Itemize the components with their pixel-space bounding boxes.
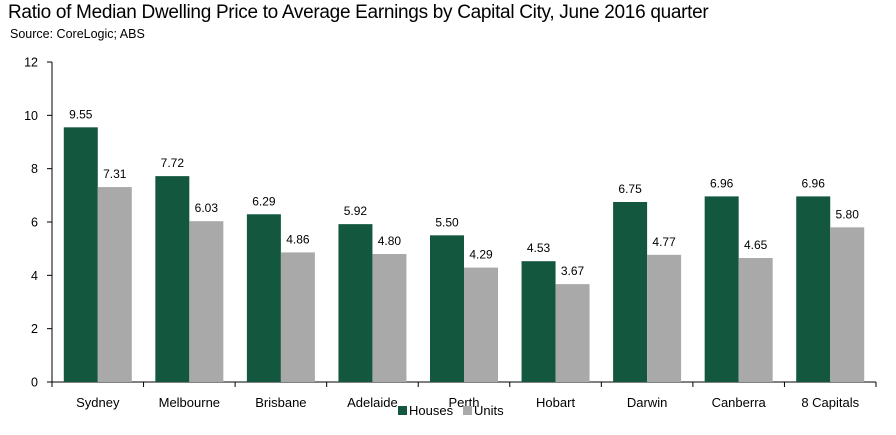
bar-units-hobart [555,284,590,382]
data-label-houses: 6.96 [710,176,734,190]
bar-units-darwin [647,254,682,382]
data-label-houses: 6.96 [802,176,826,190]
y-tick-label: 0 [31,376,38,390]
y-tick-label: 8 [31,162,38,176]
bar-houses-adelaide [338,224,373,382]
bar-units-canberra [738,258,773,382]
y-tick-label: 6 [31,216,38,230]
data-label-units: 4.29 [469,248,493,262]
bar-houses-melbourne [155,176,190,382]
bar-units-sydney [97,187,132,382]
y-tick-label: 12 [24,56,38,70]
data-label-houses: 4.53 [527,241,551,255]
data-label-units: 4.77 [652,235,676,249]
chart-subtitle: Source: CoreLogic; ABS [10,27,145,41]
bar-houses-darwin [613,202,648,382]
x-category-label: Hobart [536,395,575,410]
data-label-houses: 6.75 [618,182,642,196]
data-label-units: 4.65 [744,238,768,252]
bar-houses-brisbane [246,214,281,382]
data-label-units: 3.67 [561,264,585,278]
legend-swatch-houses [398,406,407,415]
data-label-units: 4.80 [378,234,402,248]
x-category-label: Adelaide [347,395,398,410]
data-label-houses: 5.92 [344,204,368,218]
legend-label-houses: Houses [409,403,454,418]
bar-houses-hobart [521,261,556,382]
data-label-houses: 6.29 [252,194,276,208]
bar-units-brisbane [280,252,315,382]
data-label-houses: 7.72 [161,156,185,170]
y-tick-label: 4 [31,269,38,283]
x-category-label: Sydney [76,395,120,410]
bar-units-melbourne [189,221,224,382]
x-category-label: Canberra [712,395,767,410]
bar-units-adelaide [372,254,407,382]
bar-houses-canberra [704,196,739,382]
x-category-label: Darwin [627,395,667,410]
x-category-label: 8 Capitals [801,395,859,410]
data-label-units: 5.80 [836,207,860,221]
data-label-units: 4.86 [286,232,310,246]
bar-houses-8-capitals [796,196,831,382]
legend-swatch-units [463,406,472,415]
legend-label-units: Units [474,403,504,418]
chart-title: Ratio of Median Dwelling Price to Averag… [8,2,709,23]
data-label-units: 6.03 [195,201,219,215]
data-label-houses: 5.50 [435,215,459,229]
data-label-units: 7.31 [103,167,127,181]
data-label-houses: 9.55 [69,107,93,121]
y-tick-label: 10 [24,109,38,123]
x-category-label: Brisbane [255,395,306,410]
y-tick-label: 2 [31,322,38,336]
bar-units-8-capitals [830,227,865,382]
bar-units-perth [464,267,498,382]
x-category-label: Melbourne [159,395,220,410]
bar-houses-sydney [63,127,98,382]
bar-houses-perth [430,235,464,382]
